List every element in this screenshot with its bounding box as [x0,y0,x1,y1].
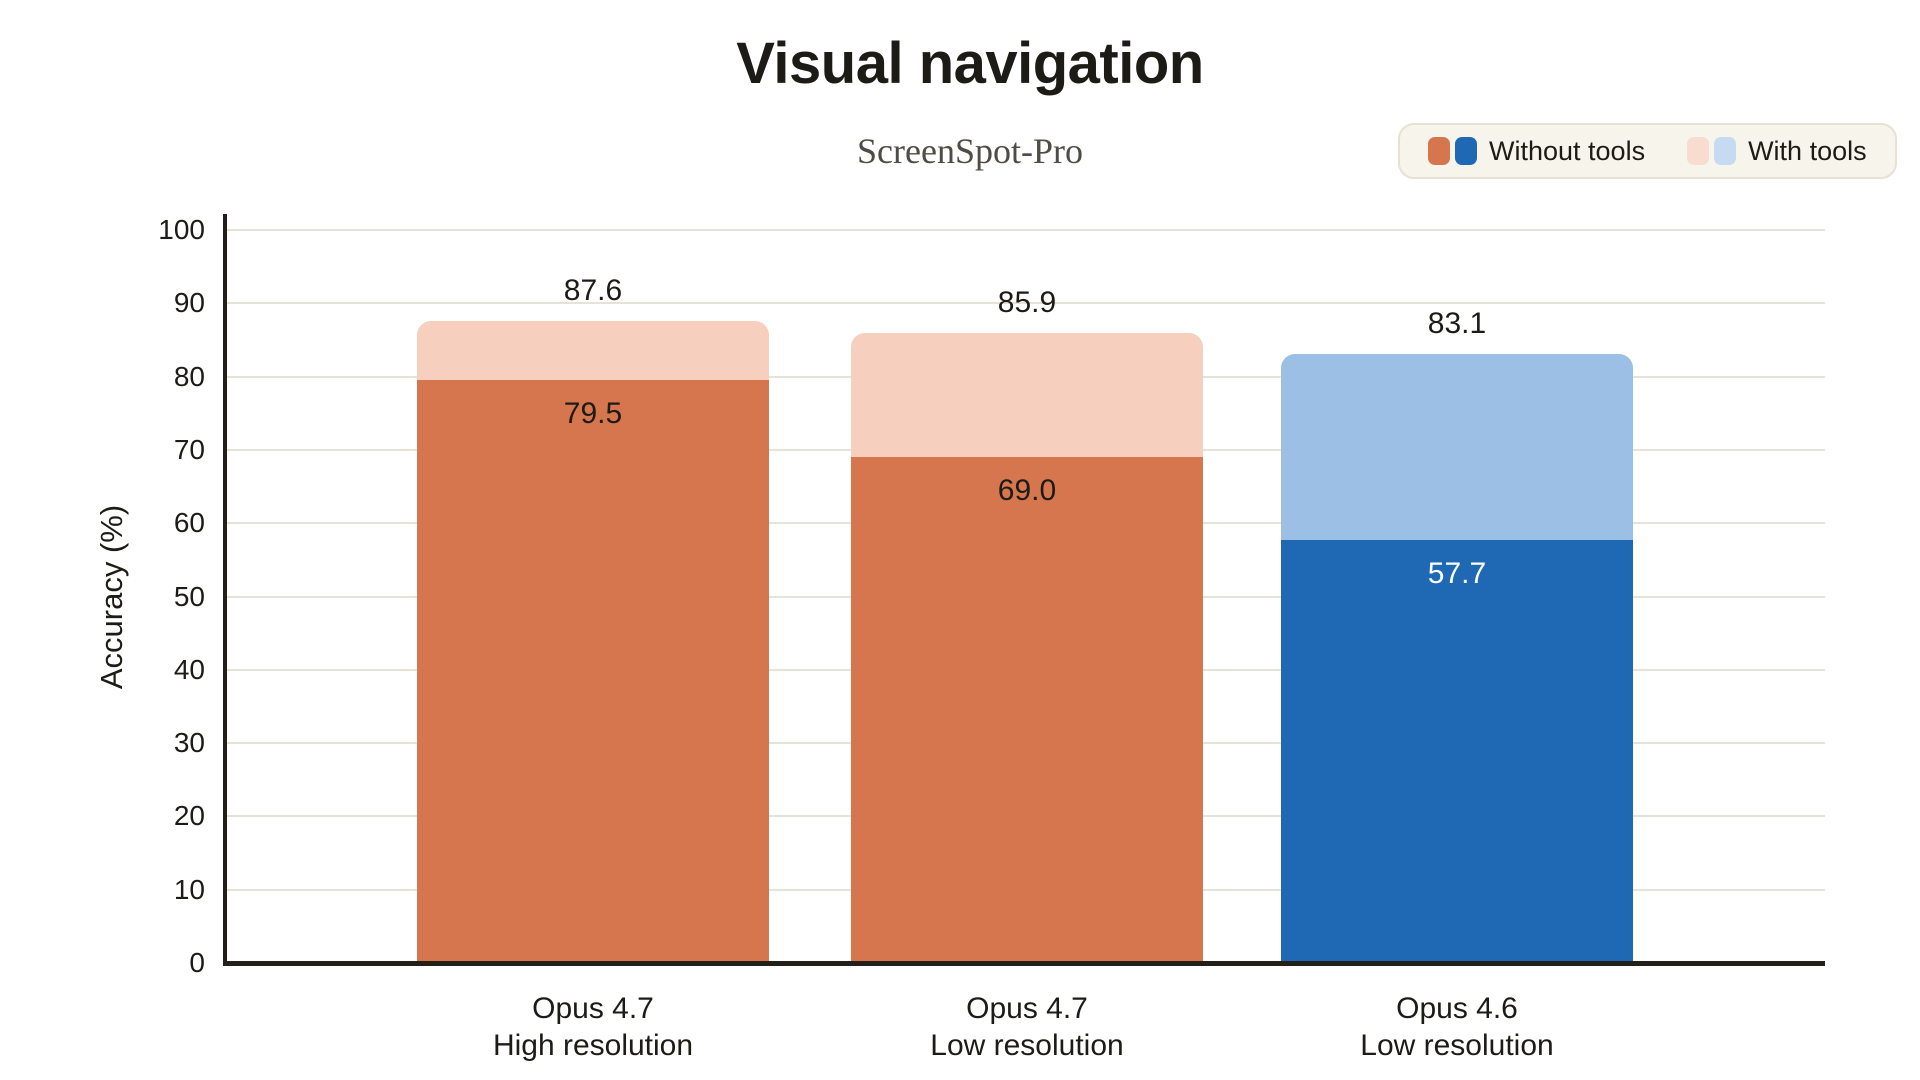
x-category-line: High resolution [492,1029,694,1062]
x-category-label-opus-4-7-low-resolution: Opus 4.7 Low resolution [807,990,1247,1064]
y-tick-label-20: 20 [173,800,205,832]
legend-item-with-tools: With tools [1687,136,1867,167]
chart-title: Visual navigation [736,31,1204,96]
bar-segment-with-tools-opus-4-7-low-resolution [851,333,1203,458]
bar-segment-without-tools-opus-4-7-low-resolution [851,457,1203,963]
bar-total-value-opus-4-6-low-resolution: 83.1 [1427,306,1487,340]
y-tick-label-40: 40 [173,653,205,685]
y-tick-label-80: 80 [173,360,205,392]
y-tick-label-0: 0 [189,947,205,978]
x-category-line: Low resolution [930,1029,1124,1062]
gridline-100 [227,229,1825,231]
bar-segment-with-tools-opus-4-6-low-resolution [1281,353,1633,541]
legend-label: With tools [1748,135,1867,166]
legend-swatch-light-blue [1714,137,1737,165]
y-tick-label-100: 100 [158,214,205,245]
x-category-label-opus-4-6-low-resolution: Opus 4.6 Low resolution [1237,990,1677,1064]
y-tick-label-70: 70 [173,433,205,465]
y-axis-line [223,214,227,966]
x-category-line: Low resolution [1360,1029,1554,1062]
legend-swatch-light-orange [1687,137,1710,165]
bar-without-tools-value-opus-4-7-low-resolution: 69.0 [997,474,1057,508]
bar-without-tools-value-opus-4-6-low-resolution: 57.7 [1427,557,1487,591]
legend-swatch-orange [1428,137,1450,165]
x-category-line: Opus 4.7 [966,992,1088,1025]
bar-group-opus-4-7-low-resolution: 85.9 69.0 [851,286,1203,963]
legend-label: Without tools [1489,135,1646,166]
legend-swatches [1687,137,1737,165]
bar-total-value-opus-4-7-low-resolution: 85.9 [997,286,1057,320]
x-category-line: Opus 4.6 [1396,992,1518,1025]
legend-swatches [1428,137,1477,165]
legend: Without tools With tools [1398,123,1897,179]
legend-swatch-blue [1455,137,1477,165]
bar-group-opus-4-7-high-resolution: 87.6 79.5 [417,274,769,963]
gridline-90 [227,302,1825,305]
bar-without-tools-value-opus-4-7-high-resolution: 79.5 [563,397,623,431]
x-category-label-opus-4-7-high-resolution: Opus 4.7 High resolution [373,990,813,1064]
bar-segment-with-tools-opus-4-7-high-resolution [417,320,769,381]
legend-item-without-tools: Without tools [1428,136,1645,167]
bar-segment-without-tools-opus-4-7-high-resolution [417,380,769,963]
y-tick-label-90: 90 [173,287,205,319]
bar-total-value-opus-4-7-high-resolution: 87.6 [563,273,623,307]
y-tick-label-30: 30 [173,727,205,759]
y-tick-label-60: 60 [173,507,205,539]
x-axis-line [223,961,1825,966]
bar-segment-without-tools-opus-4-6-low-resolution [1281,540,1633,963]
y-tick-label-50: 50 [173,580,205,612]
chart-subtitle: ScreenSpot-Pro [857,131,1083,171]
y-tick-label-10: 10 [173,873,205,905]
bar-group-opus-4-6-low-resolution: 83.1 57.7 [1281,307,1633,963]
x-category-line: Opus 4.7 [532,992,654,1025]
